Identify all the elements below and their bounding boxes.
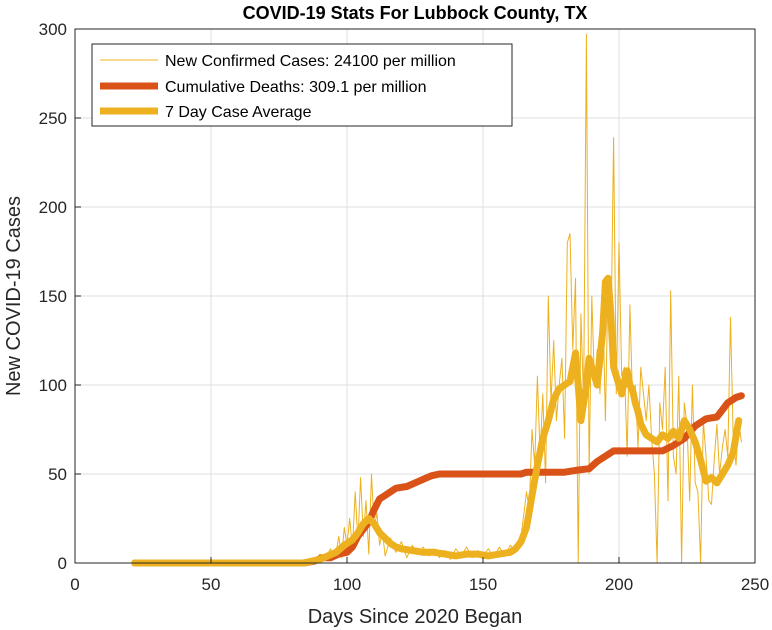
chart-title: COVID-19 Stats For Lubbock County, TX: [243, 3, 588, 23]
x-tick-label: 150: [469, 575, 497, 594]
series-new-confirmed-cases: [300, 33, 742, 564]
y-tick-label: 150: [39, 287, 67, 306]
y-axis-label: New COVID-19 Cases: [3, 196, 25, 396]
y-tick-label: 250: [39, 109, 67, 128]
x-tick-label: 250: [741, 575, 769, 594]
legend-box: [91, 43, 513, 127]
x-tick-label: 100: [333, 575, 361, 594]
axes-box: [74, 28, 756, 564]
series-layer: [131, 33, 745, 567]
legend: New Confirmed Cases: 24100 per million C…: [91, 43, 513, 127]
series-7-day-average: [131, 274, 743, 567]
legend-label-7-day-average: 7 Day Case Average: [165, 104, 312, 121]
y-tick-label: 0: [58, 554, 67, 573]
x-tick-label: 50: [202, 575, 221, 594]
legend-label-cumulative-deaths: Cumulative Deaths: 309.1 per million: [165, 79, 426, 96]
x-tick-label: 0: [70, 575, 79, 594]
x-axis-label: Days Since 2020 Began: [308, 606, 523, 628]
tick-labels: 0 50 100 150 200 250 0 50 100 150 200 250 300: [39, 20, 770, 594]
axes: [74, 28, 756, 564]
y-tick-label: 100: [39, 376, 67, 395]
x-tick-label: 200: [605, 575, 633, 594]
legend-label-new-cases: New Confirmed Cases: 24100 per million: [165, 53, 456, 70]
y-tick-label: 300: [39, 20, 67, 39]
y-tick-label: 200: [39, 198, 67, 217]
y-tick-label: 50: [48, 465, 67, 484]
